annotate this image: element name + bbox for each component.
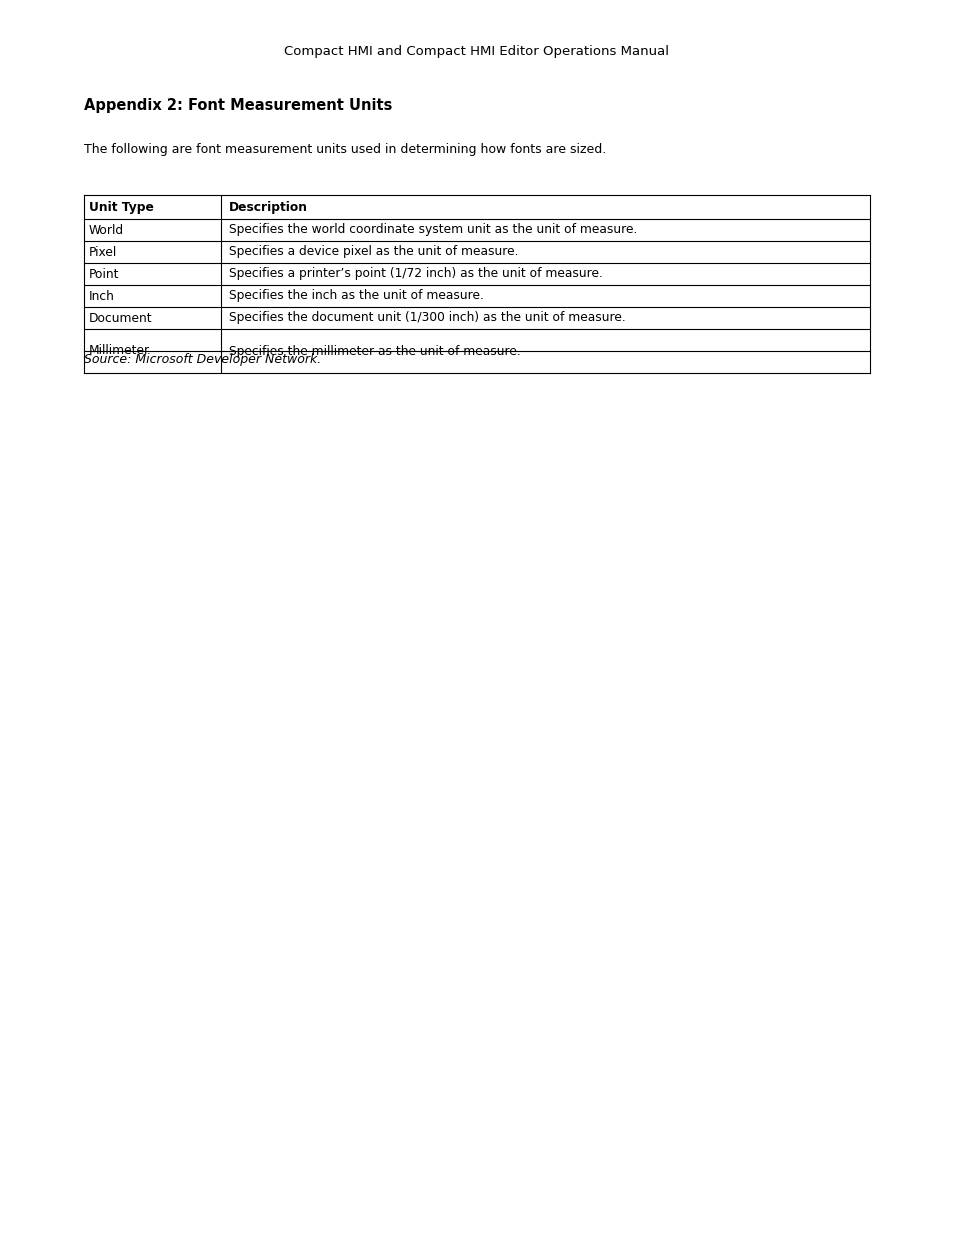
Text: Millimeter: Millimeter bbox=[89, 345, 150, 357]
Text: Appendix 2: Font Measurement Units: Appendix 2: Font Measurement Units bbox=[84, 98, 392, 112]
Text: Document: Document bbox=[89, 311, 152, 325]
Text: Specifies the inch as the unit of measure.: Specifies the inch as the unit of measur… bbox=[229, 289, 483, 303]
Text: Point: Point bbox=[89, 268, 119, 280]
Text: Specifies the document unit (1/300 inch) as the unit of measure.: Specifies the document unit (1/300 inch)… bbox=[229, 311, 625, 325]
Text: Inch: Inch bbox=[89, 289, 114, 303]
Text: Specifies a printer’s point (1/72 inch) as the unit of measure.: Specifies a printer’s point (1/72 inch) … bbox=[229, 268, 602, 280]
Text: The following are font measurement units used in determining how fonts are sized: The following are font measurement units… bbox=[84, 143, 605, 156]
Text: Source: Microsoft Developer Network.: Source: Microsoft Developer Network. bbox=[84, 353, 321, 366]
Text: Specifies the millimeter as the unit of measure.: Specifies the millimeter as the unit of … bbox=[229, 345, 520, 357]
Text: Unit Type: Unit Type bbox=[89, 200, 153, 214]
Text: Description: Description bbox=[229, 200, 308, 214]
Text: Compact HMI and Compact HMI Editor Operations Manual: Compact HMI and Compact HMI Editor Opera… bbox=[284, 44, 669, 58]
Text: Specifies a device pixel as the unit of measure.: Specifies a device pixel as the unit of … bbox=[229, 246, 518, 258]
Text: World: World bbox=[89, 224, 124, 236]
Text: Specifies the world coordinate system unit as the unit of measure.: Specifies the world coordinate system un… bbox=[229, 224, 637, 236]
Text: Pixel: Pixel bbox=[89, 246, 117, 258]
